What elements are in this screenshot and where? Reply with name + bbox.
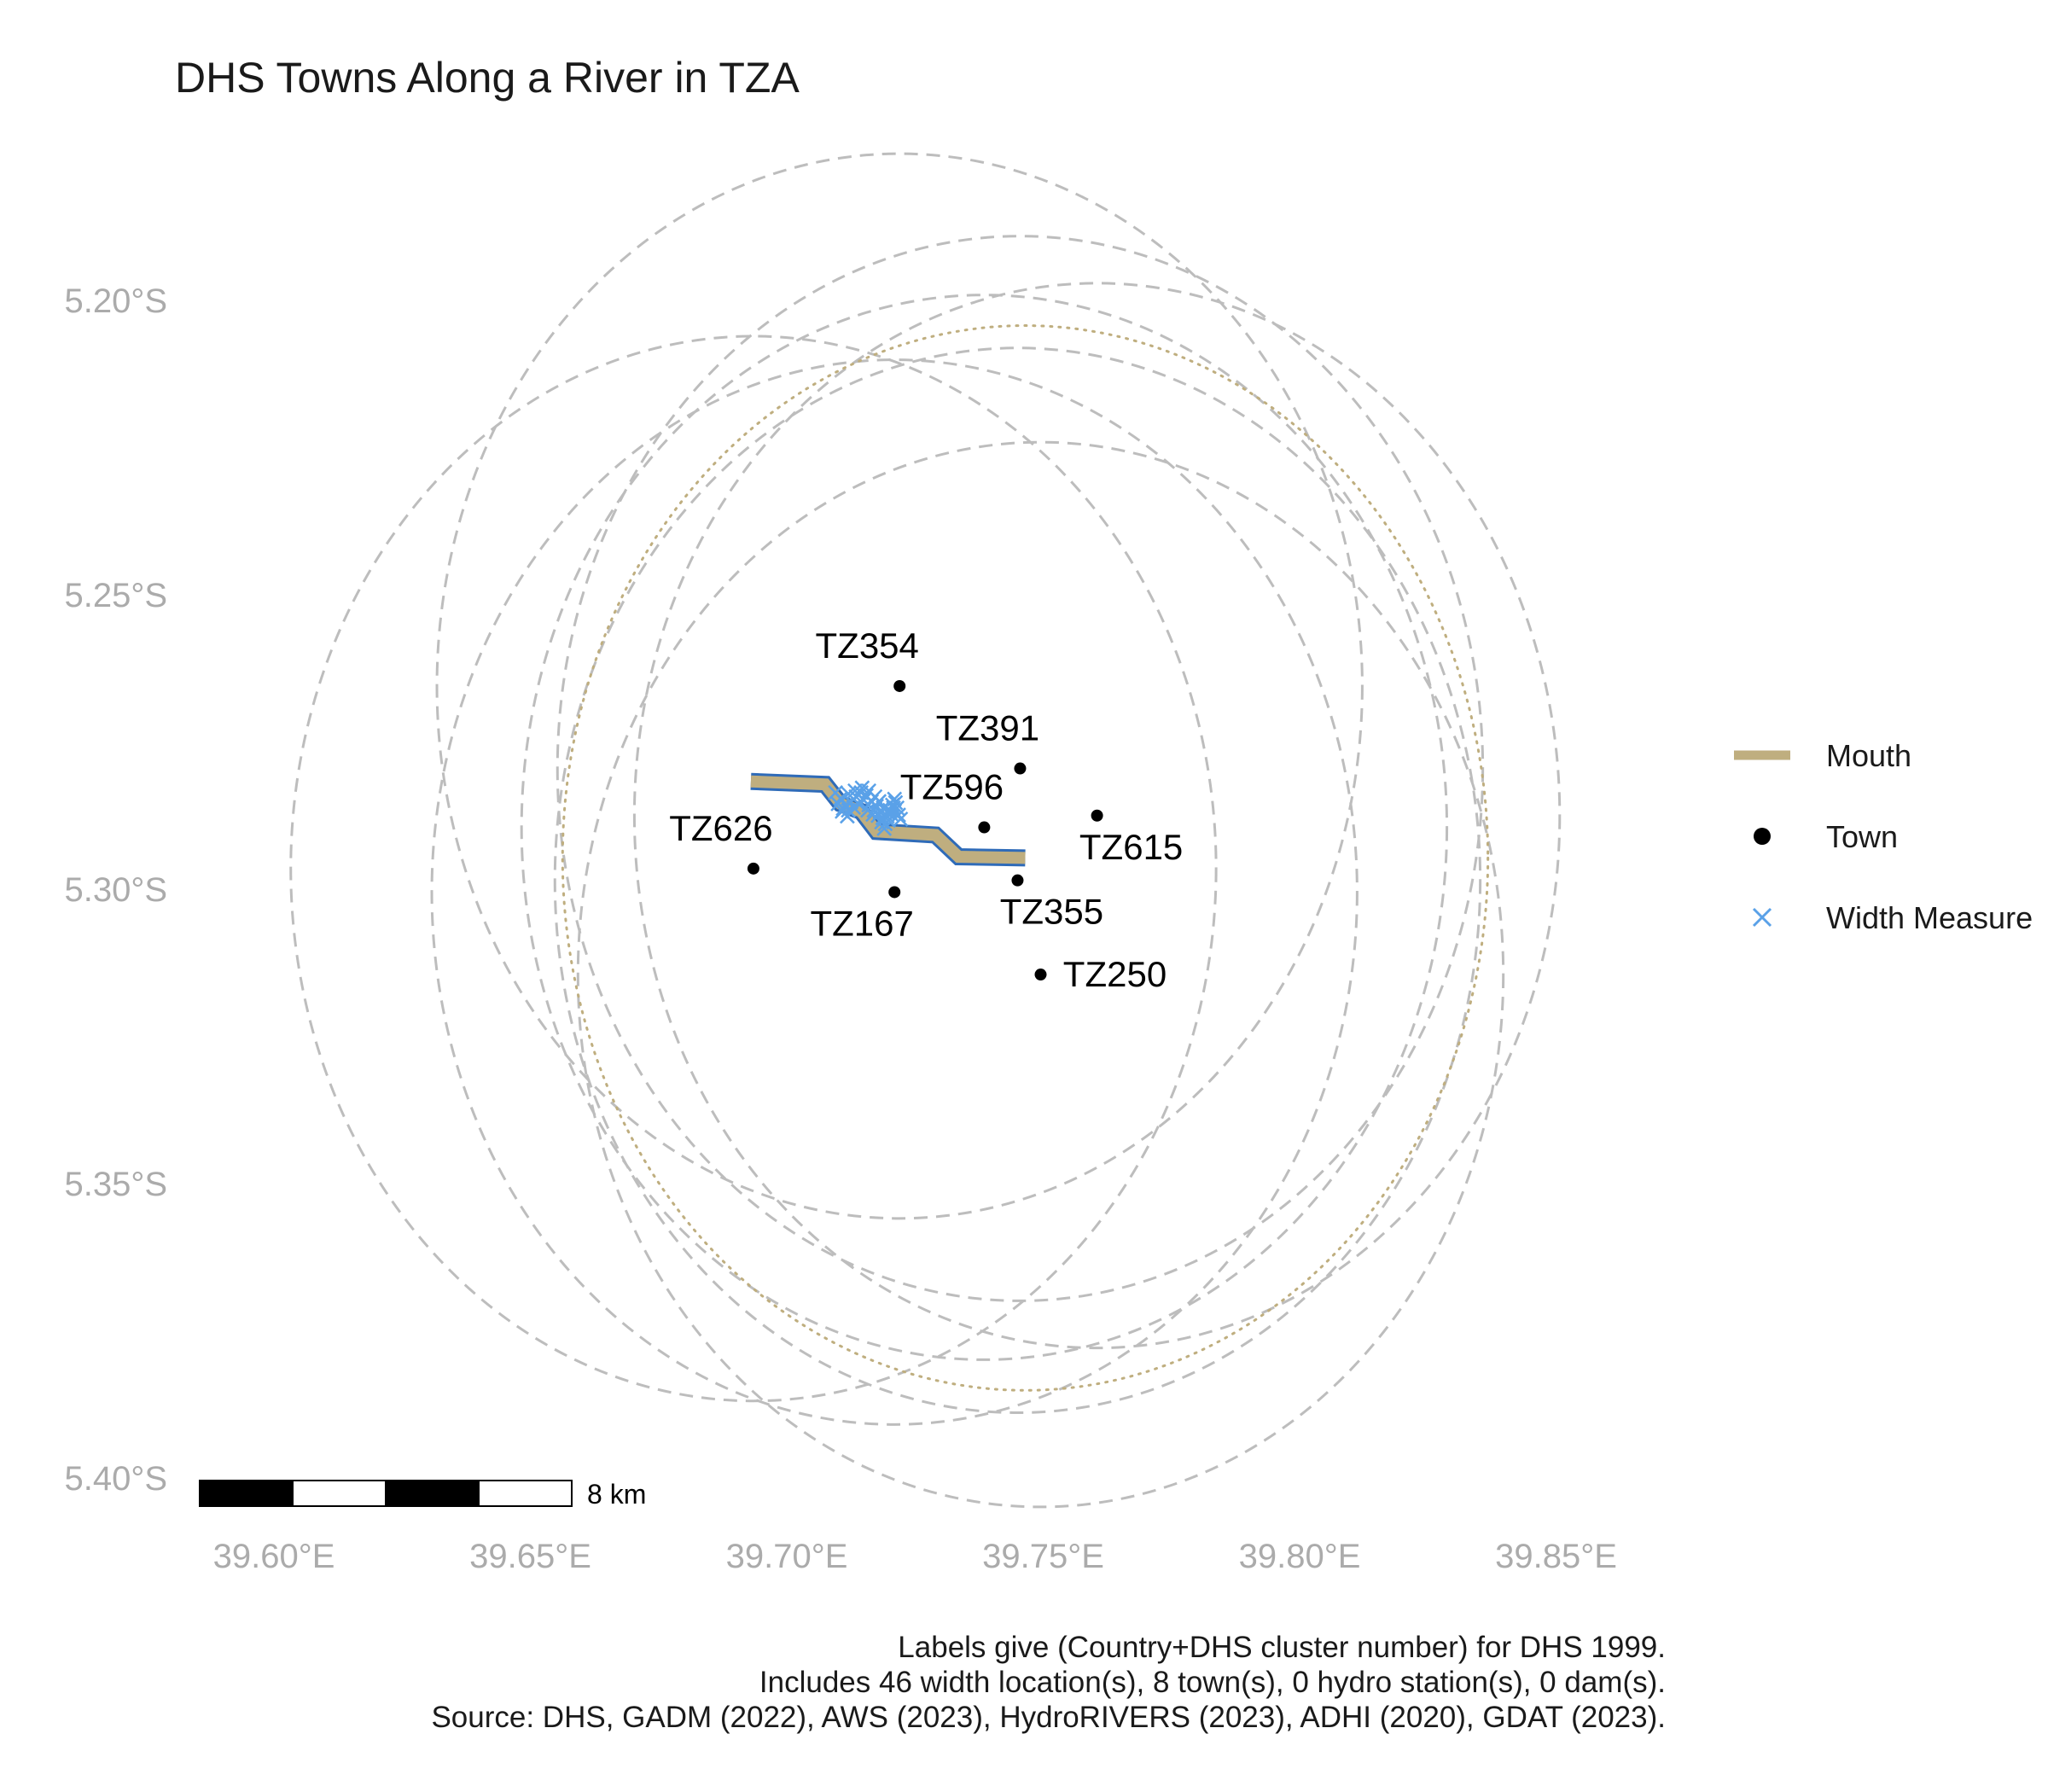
buffer-circles: [289, 152, 1562, 1509]
town-point: [1034, 969, 1047, 981]
town-dot-icon: [1754, 828, 1771, 845]
town-buffer-circle: [289, 335, 1218, 1403]
town-point: [888, 886, 901, 899]
x-tick-label: 39.60°E: [213, 1538, 335, 1575]
legend-label: Mouth: [1826, 738, 1912, 773]
caption-line: Labels give (Country+DHS cluster number)…: [898, 1631, 1666, 1664]
town-buffer-circle: [435, 152, 1364, 1220]
caption-line: Source: DHS, GADM (2022), AWS (2023), Hy…: [431, 1701, 1666, 1734]
town-point: [1014, 762, 1027, 775]
x-tick-label: 39.65°E: [469, 1538, 591, 1575]
scale-bar-segment: [292, 1480, 387, 1507]
width-measure-mark: [893, 812, 909, 827]
y-axis-ticks: 5.20°S 5.25°S 5.30°S 5.35°S 5.40°S: [64, 282, 167, 1498]
town-label: TZ615: [1079, 827, 1183, 867]
y-tick-label: 5.20°S: [64, 282, 167, 320]
x-tick-label: 39.80°E: [1239, 1538, 1361, 1575]
town-point: [1011, 874, 1024, 887]
scale-bar-segment: [199, 1480, 294, 1507]
caption-line: Includes 46 width location(s), 8 town(s)…: [759, 1666, 1666, 1699]
width-measure-mark: [879, 804, 895, 820]
town-buffer-circle: [520, 294, 1449, 1361]
town-label: TZ354: [816, 625, 919, 666]
town-buffer-circle: [576, 440, 1505, 1509]
width-measures: [828, 780, 909, 836]
town-label: TZ355: [1000, 892, 1103, 932]
scale-bar-segment: [478, 1480, 573, 1507]
width-measure-mark: [865, 806, 881, 823]
y-tick-label: 5.35°S: [64, 1166, 167, 1203]
width-measure-mark: [887, 791, 903, 807]
mouth-line: [750, 775, 1026, 864]
y-tick-label: 5.25°S: [64, 577, 167, 614]
x-axis-ticks: 39.60°E 39.65°E 39.70°E 39.75°E 39.80°E 39.85…: [213, 1538, 1617, 1575]
map-title: DHS Towns Along a River in TZA: [175, 54, 800, 102]
mouth-buffer: [561, 324, 1490, 1392]
mouth-buffer-circle: [561, 324, 1490, 1392]
town-buffer-circle: [430, 358, 1359, 1426]
town-labels: TZ354 TZ391 TZ596 TZ615 TZ626 TZ167 TZ355 TZ250: [669, 625, 1183, 994]
width-measure-mark: [891, 807, 906, 823]
y-tick-label: 5.30°S: [64, 871, 167, 909]
legend-item-town: Town: [1724, 811, 2048, 892]
town-point: [747, 862, 759, 875]
y-tick-label: 5.40°S: [64, 1460, 167, 1498]
town-label: TZ596: [900, 767, 1004, 807]
scale-bar: 8 km: [199, 1479, 646, 1510]
scale-bar-segment: [385, 1480, 480, 1507]
x-tick-label: 39.75°E: [982, 1538, 1104, 1575]
river-line: [750, 772, 1026, 867]
legend-label: Town: [1826, 819, 1899, 854]
town-label: TZ250: [1063, 954, 1167, 994]
town-buffer-circle: [556, 235, 1485, 1302]
width-cross-icon: [1752, 907, 1772, 928]
x-tick-label: 39.85°E: [1495, 1538, 1617, 1575]
width-measure-mark: [876, 821, 893, 836]
town-point: [893, 679, 906, 692]
legend: Mouth Town Width Measure: [1724, 730, 2048, 973]
town-label: TZ391: [936, 708, 1039, 748]
town-buffer-circle: [553, 346, 1482, 1415]
caption: Labels give (Country+DHS cluster number)…: [431, 1630, 1666, 1735]
legend-label: Width Measure: [1826, 900, 2033, 935]
legend-item-mouth: Mouth: [1724, 730, 2048, 811]
mouth-line-icon: [1734, 750, 1790, 760]
legend-item-width-measure: Width Measure: [1724, 892, 2048, 973]
scale-bar-label: 8 km: [587, 1479, 646, 1510]
x-tick-label: 39.70°E: [726, 1538, 848, 1575]
town-label: TZ626: [669, 808, 772, 848]
town-point: [1091, 809, 1103, 822]
town-buffer-circle: [632, 282, 1562, 1350]
width-measure-mark: [840, 808, 855, 824]
town-point: [978, 821, 991, 834]
town-points: [747, 679, 1103, 981]
town-label: TZ167: [811, 903, 914, 943]
